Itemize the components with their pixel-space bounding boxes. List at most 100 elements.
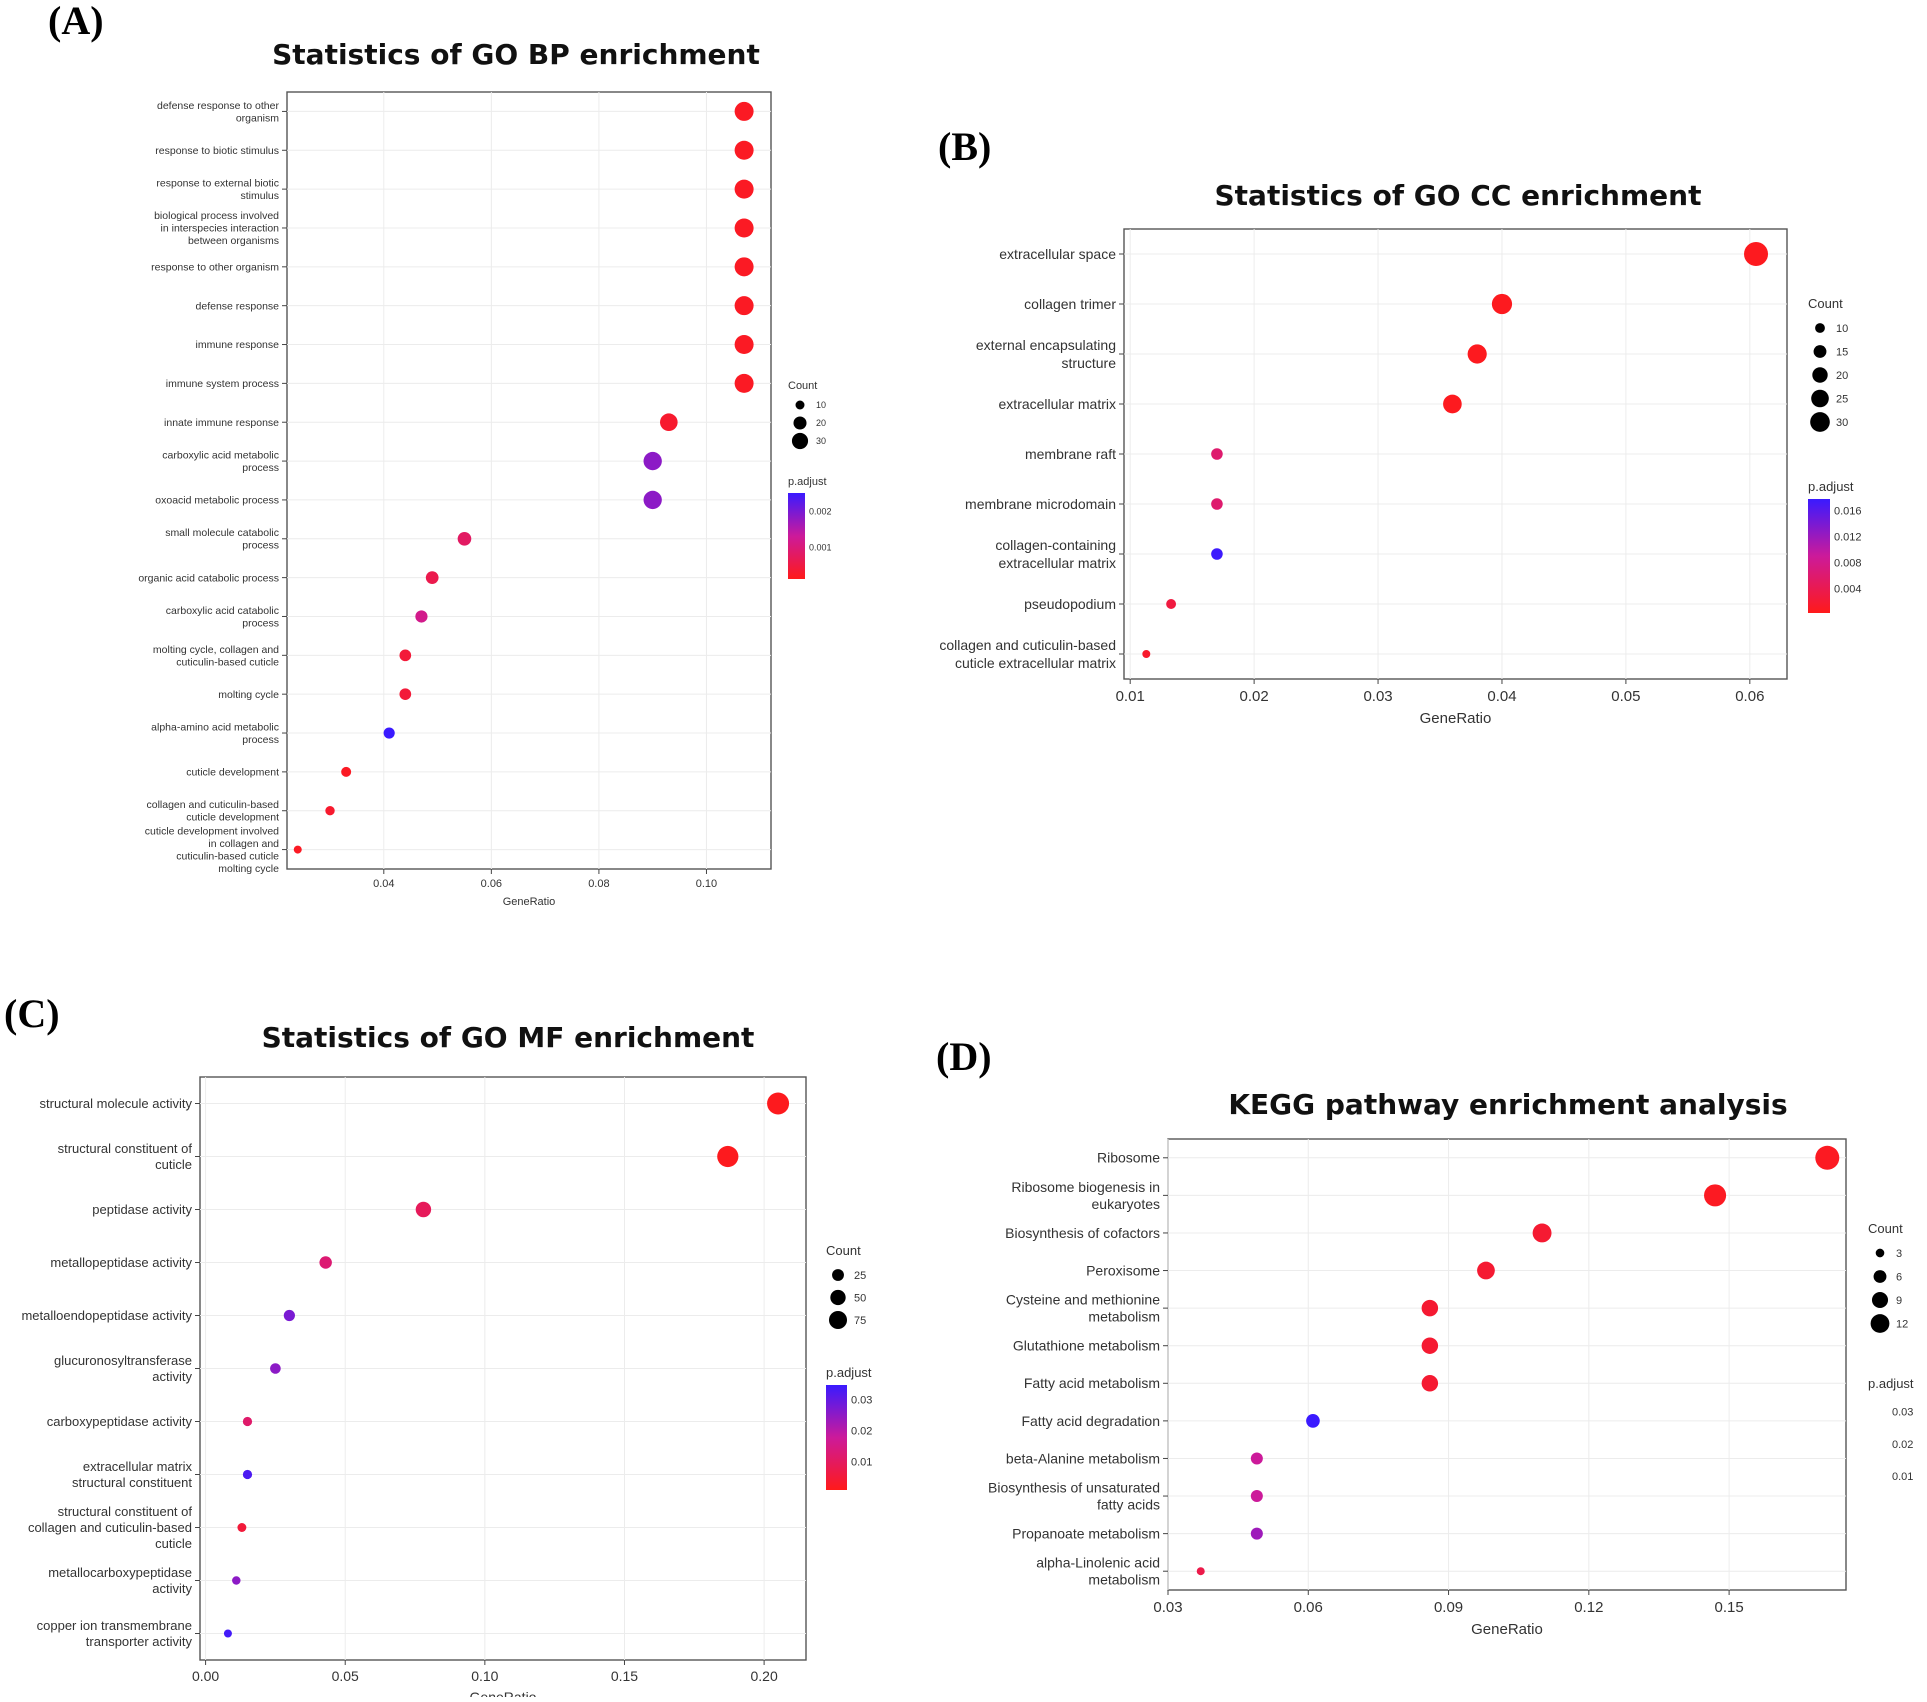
category-label-line: Peroxisome <box>1086 1262 1160 1278</box>
x-axis-label: GeneRatio <box>503 896 556 908</box>
data-point <box>1704 1184 1727 1207</box>
category-label-line: Ribosome biogenesis in <box>1011 1179 1160 1195</box>
category-label-line: structural molecule activity <box>40 1096 193 1111</box>
data-point <box>415 610 428 623</box>
color-legend-title: p.adjust <box>788 476 827 488</box>
x-tick-label: 0.06 <box>1735 688 1764 705</box>
data-point <box>223 1629 232 1638</box>
category-label-line: structure <box>1062 355 1117 371</box>
data-point <box>1421 1375 1439 1392</box>
color-legend-label: 0.03 <box>1892 1406 1913 1418</box>
data-point <box>1491 293 1513 315</box>
data-point <box>734 179 754 199</box>
data-point <box>242 1416 253 1427</box>
color-legend-title: p.adjust <box>826 1365 872 1380</box>
category-label: external encapsulating structure <box>976 337 1116 371</box>
category-label-line: alpha-amino acid metabolic <box>151 721 279 733</box>
color-legend-bar <box>1808 499 1830 613</box>
data-point <box>399 688 412 701</box>
category-label-line: membrane microdomain <box>965 496 1116 512</box>
category-label-line: extracellular space <box>999 246 1116 262</box>
size-legend-label: 12 <box>1896 1318 1908 1330</box>
category-label-line: molting cycle <box>218 689 279 701</box>
data-point <box>425 571 439 584</box>
panel-c-plot: structural molecule activity structural c… <box>21 1076 872 1702</box>
category-label-line: immune response <box>196 339 280 351</box>
data-point <box>341 766 352 777</box>
category-label: carboxylic acid catabolic process <box>166 605 279 630</box>
category-label-line: extracellular matrix <box>83 1459 193 1474</box>
data-point <box>293 845 302 854</box>
plot-frame <box>1167 1138 1847 1591</box>
size-legend-dot <box>828 1310 848 1330</box>
category-label: carboxylic acid metabolic process <box>162 450 279 475</box>
category-label-line: stimulus <box>240 190 279 202</box>
category-label-line: defense response <box>196 300 280 312</box>
data-point <box>660 413 678 432</box>
x-axis-label: GeneRatio <box>1471 1621 1543 1638</box>
data-point <box>1421 1299 1439 1317</box>
category-label-line: process <box>242 617 279 629</box>
category-label-line: molting cycle, collagen and <box>153 644 279 656</box>
category-label: metallocarboxypeptidase activity <box>48 1565 192 1596</box>
category-label: response to external biotic stimulus <box>156 178 279 203</box>
size-legend-dot <box>1871 1291 1889 1309</box>
x-tick-label: 0.12 <box>1574 1599 1603 1616</box>
category-label-line: cuticle development <box>186 812 279 824</box>
category-label-line: cuticle <box>155 1157 192 1172</box>
data-point <box>717 1145 739 1168</box>
category-label-line: Biosynthesis of cofactors <box>1005 1225 1160 1241</box>
data-point <box>734 257 754 277</box>
category-label: Biosynthesis of unsaturated fatty acids <box>988 1479 1160 1512</box>
category-label-line: small molecule catabolic <box>165 527 279 539</box>
data-point <box>1421 1337 1439 1354</box>
category-label-line: between organisms <box>188 235 279 247</box>
category-label-line: membrane raft <box>1025 446 1116 462</box>
category-label-line: structural constituent <box>72 1475 192 1490</box>
color-legend-label: 0.016 <box>1834 506 1862 518</box>
category-label: innate immune response <box>164 417 279 429</box>
category-label: alpha-Linolenic acid metabolism <box>1036 1555 1160 1588</box>
category-label: defense response <box>196 300 280 312</box>
category-label-line: pseudopodium <box>1024 596 1116 612</box>
category-label-line: response to external biotic <box>156 178 279 190</box>
category-label: Biosynthesis of cofactors <box>1005 1225 1160 1241</box>
category-label-line: beta-Alanine metabolism <box>1006 1450 1160 1466</box>
category-label-line: response to other organism <box>151 262 279 274</box>
size-legend-dot <box>795 400 805 410</box>
data-point <box>643 490 662 510</box>
data-point <box>734 140 754 160</box>
category-label-line: organism <box>236 112 279 124</box>
panel-a-letter: (A) <box>48 0 104 43</box>
color-legend-bar <box>826 1385 847 1490</box>
x-tick-label: 0.10 <box>471 1668 498 1684</box>
data-point <box>1532 1223 1552 1243</box>
data-point <box>399 649 412 662</box>
data-point <box>1306 1414 1320 1428</box>
category-label: immune system process <box>166 378 279 390</box>
category-label: metalloendopeptidase activity <box>21 1308 192 1323</box>
category-label-line: alpha-Linolenic acid <box>1036 1555 1160 1571</box>
size-legend-label: 9 <box>1896 1295 1902 1307</box>
category-label: molting cycle, collagen and cuticulin-bas… <box>153 644 279 669</box>
x-tick-label: 0.04 <box>373 878 394 890</box>
color-legend-label: 0.03 <box>851 1395 872 1407</box>
category-label: response to other organism <box>151 262 279 274</box>
panel-a-title: Statistics of GO BP enrichment <box>272 38 760 71</box>
category-label-line: response to biotic stimulus <box>155 145 279 157</box>
color-legend-label: 0.002 <box>809 507 832 517</box>
data-point <box>1166 599 1177 609</box>
x-tick-label: 0.03 <box>1363 688 1392 705</box>
category-label-line: activity <box>152 1369 192 1384</box>
category-label: pseudopodium <box>1024 596 1116 612</box>
data-point <box>1744 242 1769 266</box>
category-label-line: external encapsulating <box>976 337 1116 353</box>
panel-d-title: KEGG pathway enrichment analysis <box>1228 1088 1787 1121</box>
data-point <box>319 1256 332 1269</box>
size-legend-label: 30 <box>816 436 826 446</box>
size-legend-label: 15 <box>1836 346 1848 358</box>
size-legend-dot <box>830 1289 846 1306</box>
x-tick-label: 0.06 <box>481 878 502 890</box>
size-legend-dot <box>1873 1270 1887 1283</box>
data-point <box>1477 1261 1495 1280</box>
